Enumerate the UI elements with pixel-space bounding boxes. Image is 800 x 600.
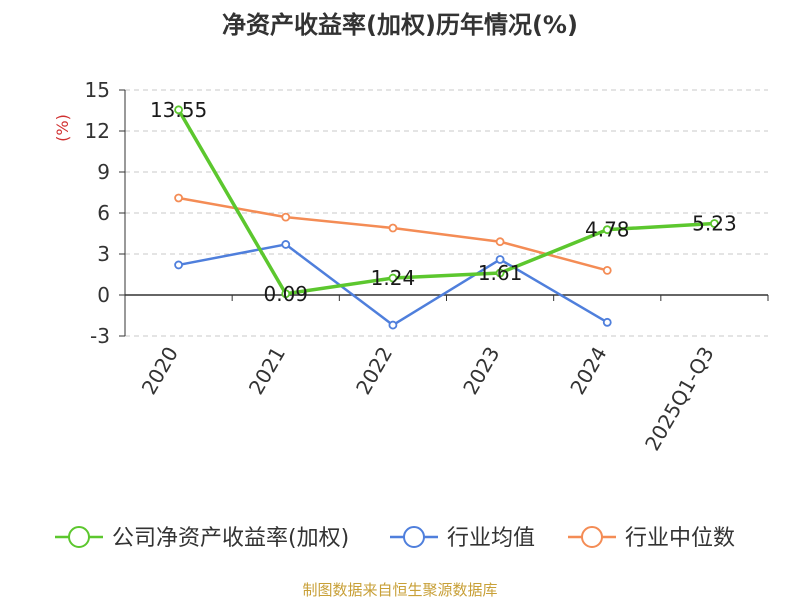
data-label: 1.61 bbox=[478, 261, 523, 285]
y-tick-label: -3 bbox=[90, 324, 110, 348]
x-tick-labels: 2020 2021 2022 2023 2024 2025Q1-Q3 bbox=[137, 343, 719, 455]
data-point bbox=[281, 212, 291, 222]
data-label: 4.78 bbox=[585, 218, 630, 242]
legend-marker bbox=[581, 526, 603, 548]
legend-marker bbox=[68, 526, 90, 548]
data-point bbox=[388, 223, 398, 233]
data-point bbox=[388, 273, 398, 283]
data-point bbox=[174, 105, 183, 115]
legend[interactable]: 公司净资产收益率(加权) 行业均值 行业中位数 bbox=[55, 526, 735, 551]
data-point bbox=[281, 289, 291, 299]
series-line bbox=[178, 196, 608, 272]
data-point bbox=[174, 260, 183, 270]
data-point bbox=[174, 193, 183, 203]
data-point bbox=[495, 268, 505, 278]
data-point bbox=[602, 225, 612, 235]
data-label: 5.23 bbox=[692, 212, 737, 236]
data-labels: 13.55 0.09 1.24 1.61 4.78 5.23 bbox=[150, 98, 737, 306]
data-point bbox=[281, 240, 291, 249]
legend-label: 公司净资产收益率(加权) bbox=[112, 526, 349, 551]
grid-lines bbox=[125, 89, 768, 337]
x-tick-label: 2023 bbox=[458, 343, 504, 399]
legend-item[interactable]: 公司净资产收益率(加权) bbox=[55, 526, 349, 551]
data-label: 13.55 bbox=[150, 98, 207, 122]
y-axis-unit: (%) bbox=[53, 114, 72, 142]
series-line bbox=[177, 108, 715, 296]
y-tick-label: 12 bbox=[85, 119, 110, 143]
data-point bbox=[602, 265, 612, 275]
y-tick-label: 9 bbox=[97, 160, 110, 184]
data-point bbox=[495, 255, 505, 264]
data-point bbox=[710, 219, 719, 228]
data-point bbox=[388, 320, 398, 330]
y-tick-label: 6 bbox=[97, 201, 110, 225]
data-point bbox=[495, 237, 505, 247]
data-label: 1.24 bbox=[371, 266, 416, 290]
legend-item[interactable]: 行业均值 bbox=[390, 526, 535, 551]
legend-item[interactable]: 行业中位数 bbox=[568, 526, 735, 551]
source-note: 制图数据来自恒生聚源数据库 bbox=[302, 581, 497, 599]
legend-label: 行业中位数 bbox=[625, 526, 735, 551]
x-tick-label: 2020 bbox=[137, 343, 183, 399]
data-label: 0.09 bbox=[263, 282, 308, 306]
y-tick-labels: 15 12 9 6 3 0 -3 bbox=[85, 78, 110, 348]
chart-title: 净资产收益率(加权)历年情况(%) bbox=[222, 11, 578, 39]
legend-label: 行业均值 bbox=[447, 526, 535, 551]
axes bbox=[119, 89, 769, 337]
y-tick-label: 3 bbox=[97, 242, 110, 266]
x-tick-label: 2024 bbox=[565, 343, 611, 399]
data-point bbox=[602, 317, 612, 327]
legend-marker bbox=[403, 526, 425, 548]
series-lines bbox=[174, 105, 719, 330]
y-tick-label: 15 bbox=[85, 78, 110, 102]
x-tick-label: 2021 bbox=[244, 343, 290, 399]
x-tick-label: 2025Q1-Q3 bbox=[640, 343, 719, 455]
y-tick-label: 0 bbox=[97, 283, 110, 307]
x-tick-label: 2022 bbox=[351, 343, 397, 399]
